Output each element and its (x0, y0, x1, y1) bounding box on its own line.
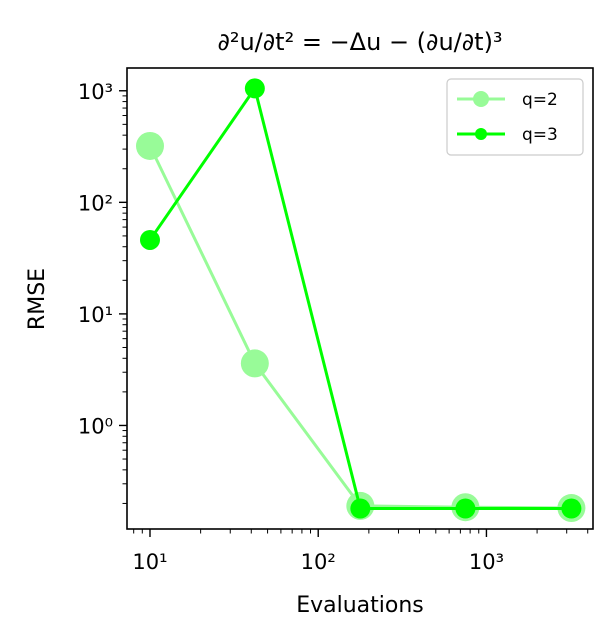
data-point-q=2 (240, 349, 269, 378)
y-tick-label: 10³ (78, 80, 113, 104)
legend-marker-q=2 (473, 91, 489, 107)
legend-box (446, 78, 584, 156)
plot-area (135, 78, 586, 523)
x-tick-label: 10² (301, 550, 336, 574)
legend-label-q=2: q=2 (522, 90, 558, 110)
data-point-q=3 (350, 498, 371, 519)
x-tick-label: 10¹ (132, 550, 167, 574)
plot-frame (126, 67, 594, 530)
data-point-q=3 (455, 498, 476, 519)
x-tick-label: 10³ (469, 550, 504, 574)
x-axis-label: Evaluations (296, 593, 424, 618)
data-point-q=3 (561, 498, 582, 519)
legend: q=2 q=3 (446, 78, 584, 156)
data-point-q=2 (135, 131, 164, 160)
y-axis-label: RMSE (25, 268, 50, 330)
y-tick-label: 10² (78, 191, 113, 215)
y-tick-label: 10⁰ (78, 414, 113, 438)
data-point-q=3 (244, 78, 265, 99)
legend-label-q=3: q=3 (522, 125, 558, 145)
legend-marker-q=3 (475, 128, 487, 140)
data-point-q=3 (139, 229, 160, 250)
series-line-q=2 (148, 145, 572, 510)
chart-title: ∂²u/∂t² = −Δu − (∂u/∂t)³ (217, 28, 502, 56)
y-tick-label: 10¹ (78, 303, 113, 327)
